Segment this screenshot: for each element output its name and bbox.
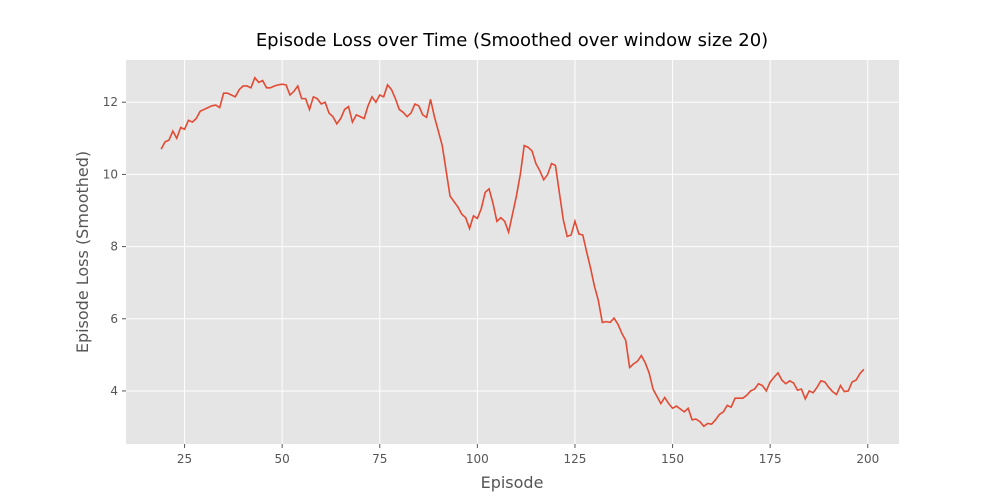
- y-tick-label: 10: [103, 167, 118, 181]
- y-tick-label: 12: [103, 95, 118, 109]
- y-tick-label: 4: [110, 384, 118, 398]
- y-axis-label: Episode Loss (Smoothed): [73, 151, 92, 353]
- x-tick-label: 100: [466, 452, 489, 466]
- loss-line: [160, 76, 865, 428]
- plot-area: [126, 60, 899, 444]
- x-tick-label: 75: [372, 452, 387, 466]
- x-tick-label: 25: [177, 452, 192, 466]
- x-tick-label: 150: [661, 452, 684, 466]
- x-tick-label: 50: [275, 452, 290, 466]
- x-tick-label: 175: [759, 452, 782, 466]
- chart-title: Episode Loss over Time (Smoothed over wi…: [256, 30, 768, 51]
- y-tick-label: 6: [110, 312, 118, 326]
- y-tick-label: 8: [110, 240, 118, 254]
- x-axis-label: Episode: [481, 473, 544, 492]
- x-tick-label: 125: [564, 452, 587, 466]
- x-tick-label: 200: [856, 452, 879, 466]
